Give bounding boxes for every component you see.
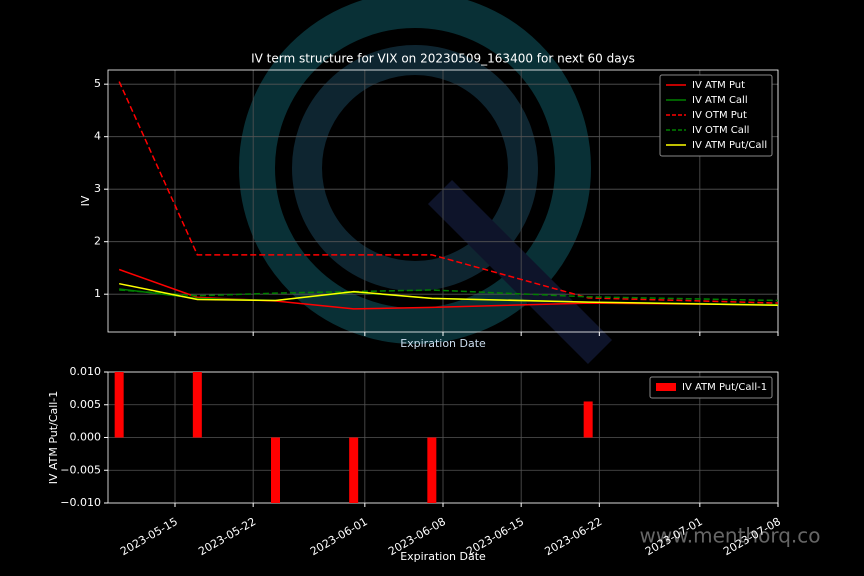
plot-area [114, 372, 593, 503]
y-tick-label: 5 [94, 77, 101, 90]
bar [427, 437, 437, 503]
legend-label: IV ATM Put [692, 80, 745, 91]
legend-box [649, 376, 773, 399]
logo-tail [427, 179, 613, 365]
watermark: www.menthorq.co [640, 524, 821, 548]
bar [271, 437, 280, 503]
line [119, 282, 778, 306]
y-tick-label: 4 [94, 130, 101, 143]
x-axis-label: Expiration Date [400, 550, 486, 563]
y-tick-label: −0.005 [60, 463, 101, 476]
logo-ring [239, 0, 591, 344]
legend-label: IV OTM Put [692, 110, 747, 121]
y-tick-label: 0.000 [70, 431, 102, 444]
logo-ring [292, 45, 538, 291]
y-axis-label: IV ATM Put/Call-1 [47, 391, 60, 485]
bar [192, 372, 202, 438]
legend-label: IV OTM Call [692, 125, 749, 136]
legend-swatch [656, 383, 676, 391]
plot-area [118, 81, 778, 310]
bar [349, 437, 359, 503]
chart-title: IV term structure for VIX on 20230509_16… [251, 52, 635, 66]
y-tick-label: −0.010 [60, 496, 101, 509]
legend-box [659, 74, 773, 157]
y-tick-label: 0.005 [70, 398, 102, 411]
legend-label: IV ATM Put/Call [692, 140, 767, 151]
line [118, 268, 778, 310]
legend-label: IV ATM Put/Call-1 [682, 382, 767, 393]
logo [239, 0, 613, 365]
bar [583, 401, 593, 438]
y-tick-label: 3 [94, 182, 101, 195]
legend-label: IV ATM Call [692, 95, 748, 106]
y-axis-label: IV [79, 195, 92, 206]
line [118, 81, 778, 304]
axes-frame [107, 69, 779, 333]
y-tick-label: 2 [94, 235, 101, 248]
y-tick-label: 1 [94, 287, 101, 300]
axes-frame [107, 371, 779, 504]
y-tick-label: 0.010 [70, 365, 102, 378]
x-axis-label: Expiration Date [400, 337, 486, 350]
bar [114, 372, 124, 438]
